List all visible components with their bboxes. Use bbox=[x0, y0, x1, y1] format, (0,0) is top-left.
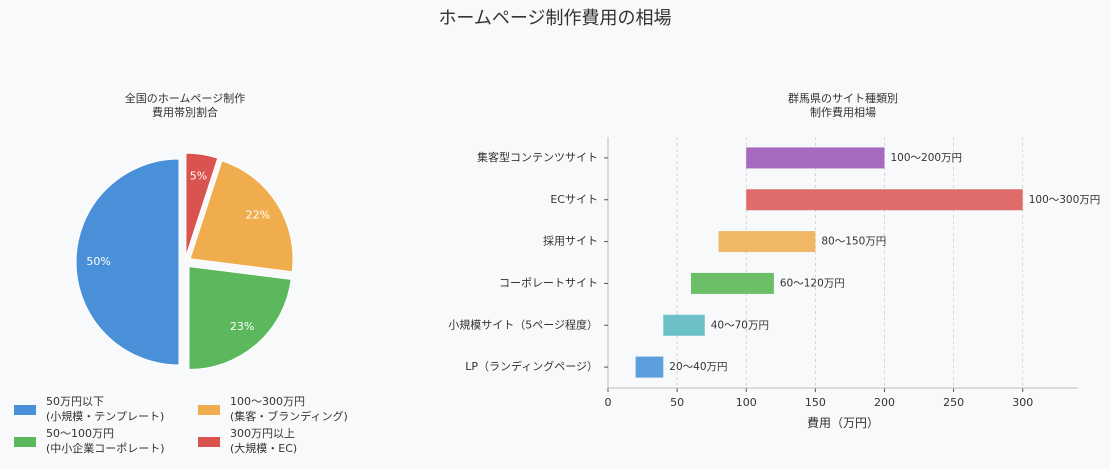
slice-label: 22% bbox=[246, 209, 270, 222]
x-tick-label: 100 bbox=[736, 396, 757, 409]
pie-slice bbox=[189, 160, 294, 273]
bar bbox=[635, 356, 664, 378]
pie-title: 全国のホームページ制作 費用帯別割合 bbox=[124, 92, 246, 119]
x-tick-label: 50 bbox=[670, 396, 684, 409]
value-label: 20〜40万円 bbox=[669, 361, 727, 373]
x-tick-label: 0 bbox=[605, 396, 612, 409]
slice-label: 23% bbox=[230, 320, 254, 333]
bar bbox=[690, 272, 774, 294]
legend-swatch bbox=[198, 405, 220, 415]
y-tick-label: 採用サイト bbox=[543, 234, 598, 248]
x-tick-label: 200 bbox=[874, 396, 895, 409]
y-tick-label: 小規模サイト（5ページ程度） bbox=[448, 317, 598, 331]
value-label: 60〜120万円 bbox=[780, 277, 845, 289]
legend-swatch bbox=[14, 437, 36, 447]
value-label: 100〜300万円 bbox=[1029, 194, 1101, 206]
x-tick-label: 300 bbox=[1012, 396, 1033, 409]
y-tick-label: ECサイト bbox=[550, 193, 598, 206]
slice-label: 5% bbox=[190, 170, 207, 183]
value-label: 100〜200万円 bbox=[890, 152, 962, 164]
pie-slice bbox=[75, 158, 180, 366]
value-label: 80〜150万円 bbox=[821, 236, 886, 248]
legend-label: 300万円以上 (大規模・EC) bbox=[230, 427, 298, 455]
legend-swatch bbox=[14, 405, 36, 415]
x-axis-label: 費用（万円） bbox=[806, 416, 879, 430]
bar bbox=[746, 189, 1023, 211]
legend-label: 50万円以下 (小規模・テンプレート) bbox=[46, 395, 165, 423]
y-tick-label: 集客型コンテンツサイト bbox=[477, 150, 598, 164]
pie-slice bbox=[188, 265, 292, 371]
value-label: 40〜70万円 bbox=[711, 319, 769, 331]
bar bbox=[718, 231, 816, 253]
bar bbox=[746, 147, 885, 169]
y-tick-label: LP（ランディングページ） bbox=[465, 359, 598, 373]
bar-title: 群馬県のサイト種類別 制作費用相場 bbox=[788, 92, 898, 119]
x-tick-label: 150 bbox=[805, 396, 826, 409]
y-tick-label: コーポレートサイト bbox=[499, 276, 598, 289]
page-title: ホームページ制作費用の相場 bbox=[438, 8, 672, 29]
bar bbox=[663, 314, 705, 336]
legend-swatch bbox=[198, 437, 220, 447]
legend-label: 100〜300万円 (集客・ブランディング) bbox=[230, 395, 348, 423]
x-tick-label: 250 bbox=[943, 396, 964, 409]
legend-label: 50〜100万円 (中小企業コーポレート) bbox=[46, 427, 165, 455]
pie-slice bbox=[185, 152, 219, 257]
slice-label: 50% bbox=[86, 255, 110, 268]
